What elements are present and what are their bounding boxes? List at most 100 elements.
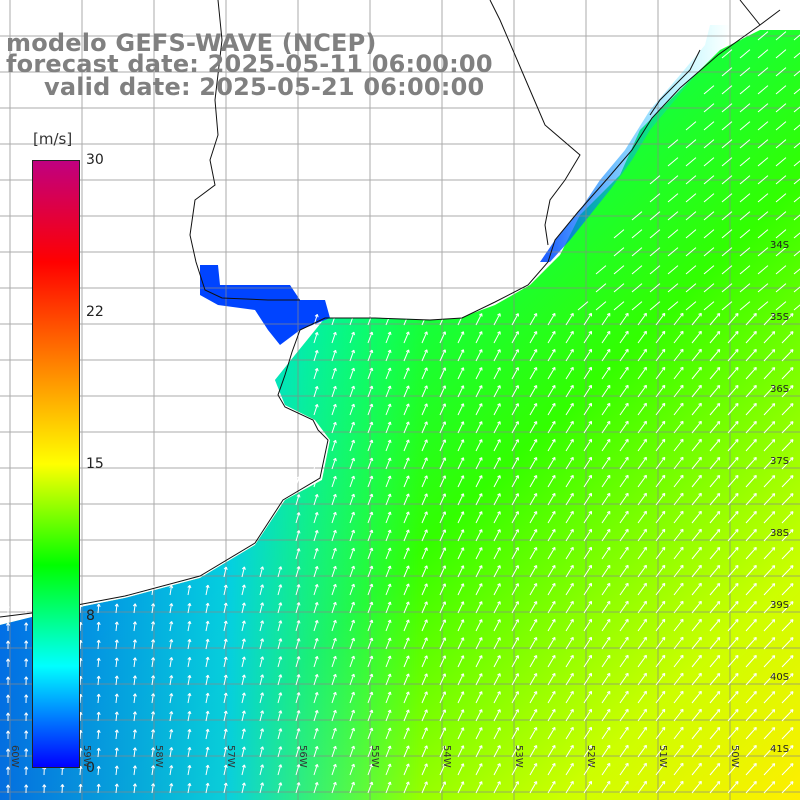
wind-arrow (475, 511, 483, 524)
wind-arrow (421, 727, 428, 740)
wind-arrow-head (314, 692, 318, 695)
wind-arrow-head (241, 620, 245, 624)
wind-arrow-head (771, 529, 775, 531)
wind-arrow (511, 403, 519, 416)
wind-arrow (205, 747, 209, 758)
wind-arrow-head (96, 711, 100, 715)
wind-arrow (763, 475, 776, 488)
wind-arrow-head (515, 421, 519, 424)
wind-arrow (313, 728, 318, 740)
wind-arrow-head (680, 654, 684, 657)
wind-arrow-head (478, 781, 483, 784)
wind-arrow-head (734, 348, 739, 351)
wind-arrow-head (424, 385, 428, 388)
wind-arrow-head (588, 726, 592, 730)
wind-arrow-head (716, 636, 720, 639)
wind-arrow (619, 457, 629, 470)
wind-arrow-head (460, 385, 464, 388)
wind-arrow-head (771, 655, 775, 657)
wind-arrow (727, 457, 739, 470)
wind-arrow-head (497, 349, 501, 352)
wind-arrow (547, 691, 556, 704)
wind-arrow-head (570, 600, 574, 604)
wind-arrow-head (478, 745, 483, 748)
wind-arrow (709, 601, 721, 614)
wind-arrow-head (205, 692, 209, 696)
wind-arrow-head (369, 349, 373, 353)
wind-arrow-head (661, 690, 665, 693)
wind-arrow-head (497, 529, 501, 532)
wind-arrow (781, 745, 794, 758)
wind-arrow (655, 547, 666, 560)
wind-arrow-head (405, 385, 409, 389)
wind-arrow (457, 781, 464, 794)
wind-arrow (403, 421, 410, 434)
wind-arrow (763, 493, 776, 506)
wind-arrow-head (460, 637, 464, 640)
wind-arrow-head (570, 474, 574, 478)
wind-arrow (613, 265, 625, 275)
wind-arrow (685, 211, 697, 221)
wind-arrow (403, 349, 410, 362)
wind-arrow (475, 565, 483, 578)
wind-arrow (565, 421, 574, 434)
wind-arrow-head (698, 384, 702, 387)
wind-arrow (187, 711, 191, 722)
wind-arrow (637, 745, 647, 758)
wind-arrow (295, 710, 300, 722)
wind-arrow (745, 493, 757, 506)
wind-arrow (757, 301, 769, 311)
wind-arrow (763, 529, 776, 542)
wind-arrow (439, 331, 446, 344)
wind-arrow (421, 763, 428, 776)
wind-arrow-head (296, 512, 300, 515)
wind-arrow (511, 691, 519, 704)
wind-arrow-head (314, 566, 318, 569)
wind-arrow-head (625, 510, 629, 513)
wind-arrow-head (24, 604, 27, 608)
wind-arrow (775, 193, 787, 203)
wind-arrow (727, 673, 739, 686)
wind-arrow (691, 565, 702, 578)
estuary-field (200, 265, 330, 345)
wind-arrow (619, 601, 629, 614)
wind-arrow-head (96, 783, 100, 787)
wind-arrow (259, 710, 264, 722)
wind-arrow (475, 439, 483, 452)
wind-arrow-head (661, 510, 665, 513)
wind-arrow (475, 421, 483, 434)
wind-arrow-head (625, 564, 629, 567)
wind-arrow (655, 349, 666, 362)
wind-arrow-head (661, 474, 665, 477)
wind-arrow (655, 457, 666, 470)
wind-arrow-head (351, 367, 355, 371)
wind-arrow-head (515, 709, 519, 712)
wind-arrow-head (260, 746, 264, 750)
wind-arrow (709, 745, 721, 758)
wind-arrow (457, 313, 464, 326)
wind-arrow (385, 367, 391, 380)
wind-arrow-head (96, 693, 100, 697)
wind-arrow (385, 619, 391, 632)
wind-arrow (529, 637, 538, 650)
wind-arrow-head (643, 492, 647, 495)
wind-arrow (727, 367, 739, 380)
wind-arrow-head (442, 421, 446, 424)
wind-arrow (655, 331, 666, 344)
wind-arrow-head (588, 474, 592, 478)
wind-arrow (223, 692, 227, 704)
wind-arrow-head (387, 493, 391, 497)
wind-arrow-head (478, 349, 483, 352)
wind-arrow (739, 121, 751, 131)
wind-arrow-head (351, 511, 355, 515)
wind-arrow (781, 565, 794, 578)
wind-arrow-head (260, 692, 264, 696)
wind-arrow-head (369, 763, 373, 767)
wind-arrow-head (260, 710, 264, 714)
wind-arrow (403, 781, 410, 794)
wind-arrow (331, 494, 337, 506)
wind-arrow (565, 331, 574, 344)
wind-arrow (763, 367, 776, 380)
wind-arrow (421, 547, 428, 560)
wind-arrow-head (114, 675, 118, 679)
